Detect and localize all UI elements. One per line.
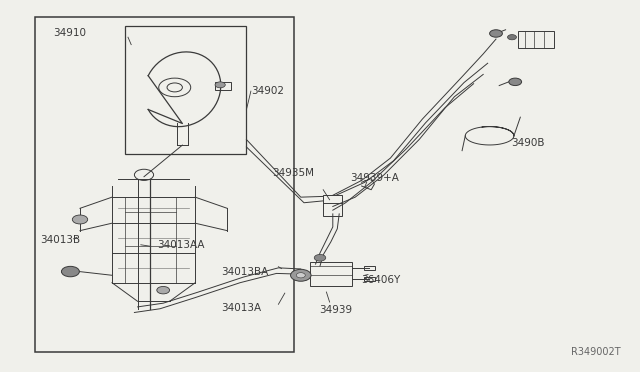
Circle shape: [509, 78, 522, 86]
Text: 34939+A: 34939+A: [350, 173, 399, 183]
Text: 34013A: 34013A: [221, 303, 262, 313]
Bar: [310, 262, 352, 286]
Circle shape: [508, 35, 516, 40]
Text: R349002T: R349002T: [571, 347, 621, 357]
Bar: [125, 26, 246, 154]
Text: 34902: 34902: [252, 86, 285, 96]
Text: 3490B: 3490B: [511, 138, 544, 148]
Text: 34935M: 34935M: [273, 168, 315, 177]
Circle shape: [291, 269, 311, 281]
Circle shape: [72, 215, 88, 224]
Text: 34013B: 34013B: [40, 235, 81, 245]
Bar: [364, 277, 375, 281]
Bar: [518, 31, 554, 48]
Text: 34910: 34910: [53, 29, 86, 38]
Circle shape: [490, 30, 502, 37]
Circle shape: [61, 266, 79, 277]
Circle shape: [215, 82, 225, 88]
Circle shape: [314, 254, 326, 261]
Circle shape: [296, 273, 305, 278]
Text: 34013AA: 34013AA: [157, 240, 204, 250]
Bar: [364, 266, 375, 270]
Circle shape: [157, 286, 170, 294]
Text: 34939: 34939: [319, 305, 352, 314]
Bar: [35, 17, 294, 352]
Bar: [215, 82, 231, 90]
Text: 36406Y: 36406Y: [362, 275, 401, 285]
Text: 34013BA: 34013BA: [221, 267, 268, 277]
Bar: [323, 195, 342, 216]
